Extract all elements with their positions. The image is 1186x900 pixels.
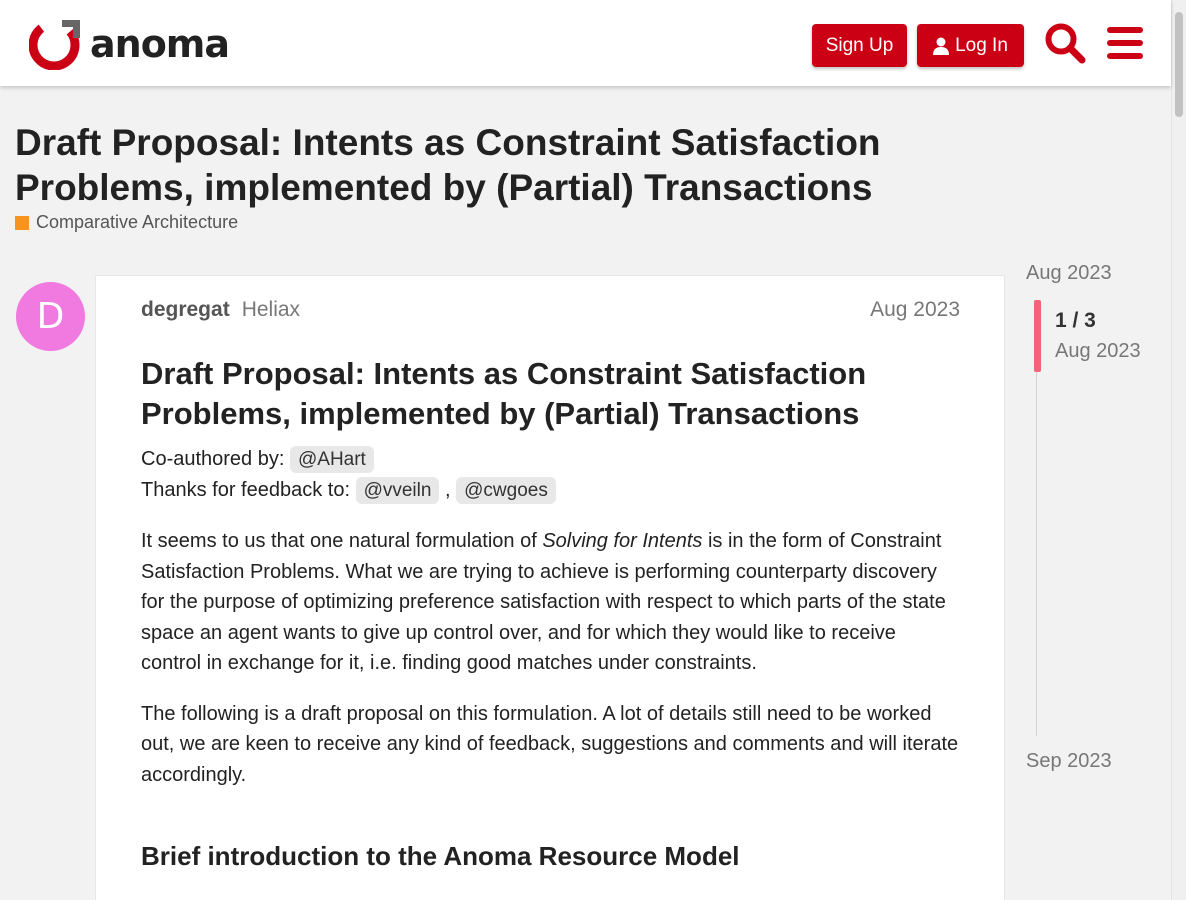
- site-header: anoma Sign Up Log In: [0, 0, 1171, 86]
- username-link[interactable]: degregat: [141, 298, 230, 321]
- site-logo[interactable]: anoma: [29, 18, 230, 70]
- timeline-track[interactable]: [1036, 300, 1037, 736]
- avatar[interactable]: D: [16, 282, 85, 351]
- anoma-logo-icon: [29, 19, 80, 70]
- thanks-separator: ,: [445, 479, 451, 501]
- thanks-label: Thanks for feedback to:: [141, 479, 351, 501]
- timeline-handle[interactable]: [1034, 300, 1041, 372]
- timeline-current-date: Aug 2023: [1055, 340, 1141, 362]
- paragraph-1-start: It seems to us that one natural formulat…: [141, 530, 543, 552]
- post-card: degregat Heliax Aug 2023 Draft Proposal:…: [95, 275, 1005, 900]
- scrollbar-thumb[interactable]: [1175, 12, 1183, 117]
- post-heading: Draft Proposal: Intents as Constraint Sa…: [141, 356, 867, 431]
- timeline-position: 1 / 3: [1055, 309, 1096, 332]
- category-color-badge: [15, 215, 29, 230]
- post-meta: degregat Heliax Aug 2023: [141, 298, 960, 322]
- mention-thanks-1[interactable]: @vveiln: [355, 477, 440, 504]
- paragraph-1-rest: is in the form of Constraint Satisfactio…: [141, 530, 946, 674]
- topic-title[interactable]: Draft Proposal: Intents as Constraint Sa…: [15, 122, 881, 208]
- user-icon: [933, 37, 950, 55]
- section-heading: Brief introduction to the Anoma Resource…: [141, 841, 740, 871]
- category-name: Comparative Architecture: [36, 212, 239, 232]
- paragraph-2: The following is a draft proposal on thi…: [141, 702, 959, 786]
- user-title: Heliax: [241, 298, 301, 321]
- paragraph-1-emphasis: Solving for Intents: [542, 530, 703, 552]
- paragraph-1: It seems to us that one natural formulat…: [141, 526, 961, 679]
- log-in-label: Log In: [955, 34, 1008, 56]
- coauthored-label: Co-authored by:: [141, 448, 285, 470]
- sign-up-button[interactable]: Sign Up: [812, 24, 907, 67]
- category-link[interactable]: Comparative Architecture: [15, 212, 238, 233]
- post-body: Draft Proposal: Intents as Constraint Sa…: [141, 354, 961, 872]
- log-in-button[interactable]: Log In: [917, 24, 1024, 67]
- timeline-end-date[interactable]: Sep 2023: [1026, 750, 1112, 772]
- hamburger-menu-icon[interactable]: [1106, 24, 1144, 62]
- page-scrollbar[interactable]: [1171, 0, 1186, 900]
- brand-name: anoma: [90, 22, 230, 66]
- mention-thanks-2[interactable]: @cwgoes: [456, 477, 556, 504]
- timeline-start-date[interactable]: Aug 2023: [1026, 262, 1112, 284]
- search-icon[interactable]: [1044, 22, 1086, 64]
- post-date[interactable]: Aug 2023: [870, 298, 960, 321]
- coauthored-line: Co-authored by: @AHart: [141, 444, 961, 475]
- thanks-line: Thanks for feedback to: @vveiln , @cwgoe…: [141, 475, 961, 506]
- mention-coauthor[interactable]: @AHart: [289, 446, 374, 473]
